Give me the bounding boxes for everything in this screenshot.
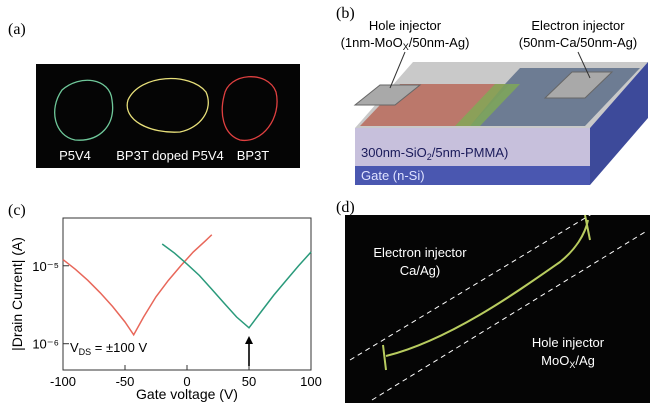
arrow-head xyxy=(245,336,253,344)
photo xyxy=(345,215,650,403)
caption: BP3T xyxy=(237,148,270,163)
chart: -100 -50 0 50 100 10⁻⁶ 10⁻⁵ xyxy=(32,235,322,389)
label: Hole injector xyxy=(369,18,442,33)
x-tick-label: 100 xyxy=(300,374,322,389)
caption: P5V4 xyxy=(59,148,91,163)
panel-label: (a) xyxy=(8,21,26,38)
label: (50nm-Ca/50nm-Ag) xyxy=(519,35,638,50)
label: Hole injector xyxy=(532,335,605,350)
label: MoOX/Ag xyxy=(541,353,595,370)
label: Electron injector xyxy=(531,18,625,33)
x-tick-label: 50 xyxy=(242,374,256,389)
annotation: VDS = ±100 V xyxy=(70,340,147,357)
figure: (a) P5V4 BP3T doped P5V4 BP3T (b) Hole i… xyxy=(0,0,654,405)
line-series xyxy=(63,235,212,335)
panel-label: (d) xyxy=(336,199,355,216)
label: (1nm-MoOX/50nm-Ag) xyxy=(341,35,470,52)
x-tick-label: -100 xyxy=(50,374,76,389)
y-axis-label: |Drain Current| (A) xyxy=(9,237,25,351)
y-tick-label: 10⁻⁵ xyxy=(32,259,59,274)
label: 300nm-SiO2/5nm-PMMA) xyxy=(361,145,508,162)
x-tick-label: -50 xyxy=(116,374,135,389)
label: Ca/Ag) xyxy=(400,263,440,278)
panel-label: (c) xyxy=(8,202,26,219)
y-tick-label: 10⁻⁶ xyxy=(32,337,59,352)
label: Electron injector xyxy=(373,245,467,260)
panel-label: (b) xyxy=(336,5,355,22)
line-series xyxy=(162,244,311,328)
caption: BP3T doped P5V4 xyxy=(116,148,223,163)
x-tick-label: 0 xyxy=(183,374,190,389)
label: Gate (n-Si) xyxy=(361,168,425,183)
